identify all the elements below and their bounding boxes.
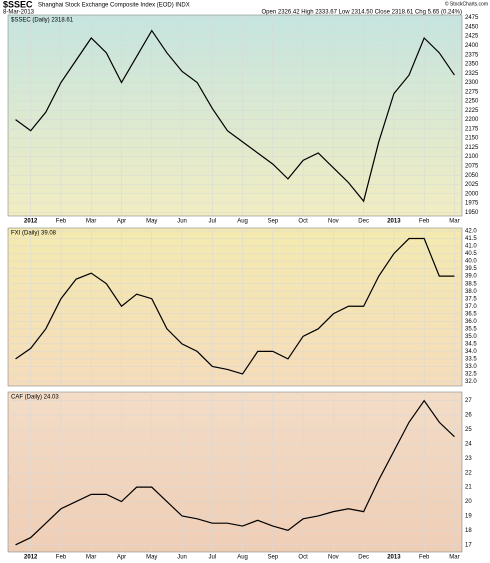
y-tick-label: 40.0 xyxy=(465,259,477,265)
y-tick-label: 36.0 xyxy=(465,319,477,325)
price-line xyxy=(15,399,455,546)
x-tick-label: Feb xyxy=(419,219,430,225)
x-tick-label: Mar xyxy=(449,219,459,225)
x-tick-label: Aug xyxy=(237,219,248,225)
y-tick-label: 2150 xyxy=(465,136,479,142)
y-tick-label: 32.0 xyxy=(465,379,477,385)
y-tick-label: 19 xyxy=(465,514,472,520)
x-tick-label: Feb xyxy=(419,555,430,561)
y-tick-label: 2375 xyxy=(465,52,479,58)
x-tick-label: Dec xyxy=(358,555,369,561)
series-label: $SSEC (Daily) 2318.61 xyxy=(11,18,74,24)
y-tick-label: 34.0 xyxy=(465,349,477,355)
y-tick-label: 2025 xyxy=(465,182,479,188)
x-tick-label: Dec xyxy=(358,219,369,225)
y-tick-label: 22 xyxy=(465,470,472,476)
x-tick-label: Jul xyxy=(208,555,216,561)
panel xyxy=(7,391,463,553)
y-tick-label: 2400 xyxy=(465,43,479,49)
y-tick-label: 25 xyxy=(465,427,472,433)
x-tick-label: Jun xyxy=(177,219,187,225)
credit: © StockCharts.com xyxy=(445,0,488,7)
y-tick-label: 38.5 xyxy=(465,281,477,287)
y-tick-label: 2475 xyxy=(465,15,479,21)
chart-title: $SSEC xyxy=(3,0,33,9)
y-tick-label: 33.5 xyxy=(465,356,477,362)
y-tick-label: 2450 xyxy=(465,24,479,30)
x-tick-label: Oct xyxy=(298,219,308,225)
x-tick-label: Nov xyxy=(328,219,339,225)
y-tick-label: 2325 xyxy=(465,71,479,77)
y-tick-label: 18 xyxy=(465,528,472,534)
y-tick-label: 2200 xyxy=(465,117,479,123)
y-tick-label: 35.0 xyxy=(465,334,477,340)
y-tick-label: 2125 xyxy=(465,145,479,151)
panel xyxy=(7,227,463,387)
y-tick-label: 41.0 xyxy=(465,244,477,250)
x-tick-label: 2012 xyxy=(24,219,38,225)
x-tick-label: Nov xyxy=(328,555,339,561)
y-tick-label: 2075 xyxy=(465,164,479,170)
y-tick-label: 37.0 xyxy=(465,304,477,310)
x-tick-label: Aug xyxy=(237,555,248,561)
x-tick-label: Mar xyxy=(449,555,459,561)
y-tick-label: 32.5 xyxy=(465,372,477,378)
quote: Open 2326.42 High 2333.67 Low 2314.50 Cl… xyxy=(262,10,462,16)
y-tick-label: 2225 xyxy=(465,108,479,114)
y-tick-label: 2000 xyxy=(465,191,479,197)
x-tick-label: 2013 xyxy=(387,219,401,225)
y-tick-label: 2350 xyxy=(465,62,479,68)
y-tick-label: 27 xyxy=(465,398,472,404)
y-tick-label: 2300 xyxy=(465,80,479,86)
x-tick-label: Sep xyxy=(267,555,278,561)
x-tick-label: Feb xyxy=(56,555,67,561)
subtitle: Shanghai Stock Exchange Composite Index … xyxy=(38,3,190,9)
y-tick-label: 34.5 xyxy=(465,341,477,347)
price-line xyxy=(15,237,455,375)
x-tick-label: Apr xyxy=(117,555,126,561)
x-tick-label: Apr xyxy=(117,219,126,225)
x-tick-label: Mar xyxy=(86,219,96,225)
x-tick-label: May xyxy=(146,219,157,225)
y-tick-label: 39.0 xyxy=(465,274,477,280)
x-tick-label: 2012 xyxy=(24,555,38,561)
x-tick-label: Mar xyxy=(86,555,96,561)
price-line xyxy=(15,29,455,203)
y-tick-label: 36.5 xyxy=(465,311,477,317)
y-tick-label: 33.0 xyxy=(465,364,477,370)
series-label: FXI (Daily) 39.08 xyxy=(11,231,57,237)
y-tick-label: 2250 xyxy=(465,99,479,105)
y-tick-label: 1950 xyxy=(465,210,479,216)
y-tick-label: 35.5 xyxy=(465,326,477,332)
date: 8-Mar-2013 xyxy=(3,10,35,16)
y-tick-label: 17 xyxy=(465,542,472,548)
y-tick-label: 26 xyxy=(465,413,472,419)
y-tick-label: 37.5 xyxy=(465,296,477,302)
y-tick-label: 24 xyxy=(465,441,472,447)
y-tick-label: 2175 xyxy=(465,126,479,132)
x-tick-label: May xyxy=(146,555,157,561)
y-tick-label: 38.0 xyxy=(465,289,477,295)
y-tick-label: 2100 xyxy=(465,154,479,160)
x-tick-label: Sep xyxy=(267,219,278,225)
y-tick-label: 2050 xyxy=(465,173,479,179)
x-tick-label: Feb xyxy=(56,219,67,225)
y-tick-label: 2425 xyxy=(465,34,479,40)
x-tick-label: 2013 xyxy=(387,555,401,561)
y-tick-label: 23 xyxy=(465,456,472,462)
y-tick-label: 20 xyxy=(465,499,472,505)
y-tick-label: 39.5 xyxy=(465,266,477,272)
x-tick-label: Jul xyxy=(208,219,216,225)
y-tick-label: 2275 xyxy=(465,89,479,95)
y-tick-label: 40.5 xyxy=(465,251,477,257)
y-tick-label: 42.0 xyxy=(465,229,477,235)
x-tick-label: Jun xyxy=(177,555,187,561)
y-tick-label: 1975 xyxy=(465,201,479,207)
y-tick-label: 21 xyxy=(465,485,472,491)
series-label: CAF (Daily) 24.03 xyxy=(11,395,59,401)
y-tick-label: 41.5 xyxy=(465,236,477,242)
x-tick-label: Oct xyxy=(298,555,308,561)
